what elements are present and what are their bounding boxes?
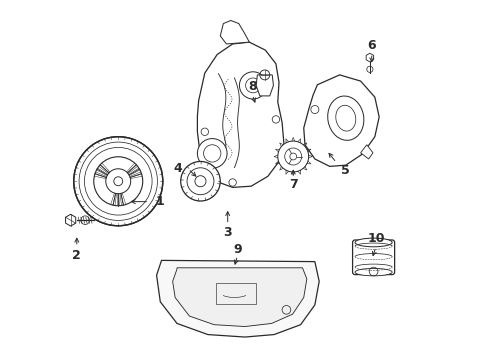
Polygon shape: [220, 21, 249, 44]
Polygon shape: [304, 75, 379, 166]
Text: 5: 5: [341, 164, 349, 177]
Circle shape: [278, 141, 309, 172]
Text: 2: 2: [73, 249, 81, 262]
Text: 9: 9: [233, 243, 242, 256]
Circle shape: [240, 72, 267, 99]
FancyBboxPatch shape: [353, 240, 394, 275]
Circle shape: [74, 137, 163, 226]
Circle shape: [201, 128, 209, 135]
Polygon shape: [157, 260, 319, 337]
Text: 3: 3: [223, 226, 232, 239]
Circle shape: [181, 161, 220, 201]
Circle shape: [272, 116, 280, 123]
Text: 1: 1: [155, 195, 164, 208]
Text: 7: 7: [289, 179, 297, 192]
Ellipse shape: [355, 269, 392, 276]
Ellipse shape: [355, 238, 392, 247]
Circle shape: [229, 179, 236, 186]
Text: 8: 8: [248, 80, 257, 93]
Polygon shape: [256, 75, 273, 96]
Text: 4: 4: [174, 162, 183, 175]
Circle shape: [197, 139, 227, 168]
Polygon shape: [172, 268, 307, 327]
Text: 10: 10: [368, 232, 385, 245]
Polygon shape: [197, 42, 284, 188]
Text: 6: 6: [368, 39, 376, 52]
Polygon shape: [361, 145, 373, 159]
